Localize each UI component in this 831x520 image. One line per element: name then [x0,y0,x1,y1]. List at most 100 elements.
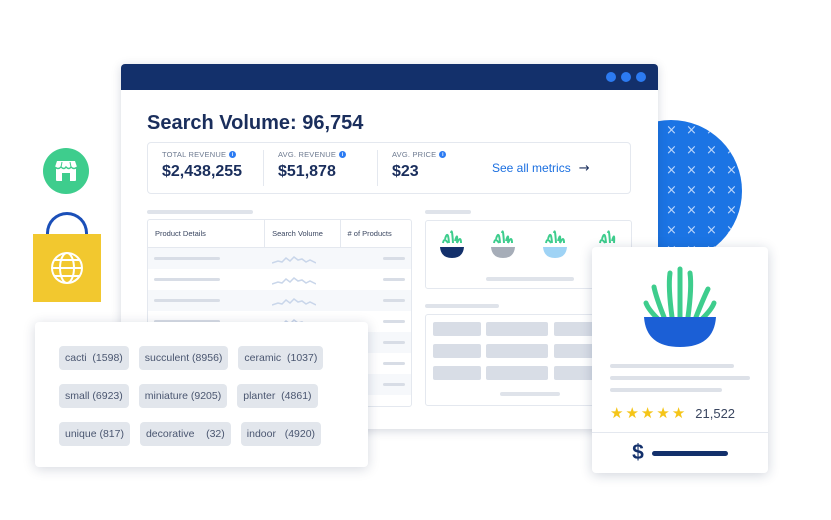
pattern-mark: × [686,163,697,178]
pattern-mark: × [706,163,717,178]
pattern-mark: × [706,123,717,138]
plant-thumbnail[interactable] [599,230,616,244]
window-dot[interactable] [636,72,646,82]
sparkline [272,277,316,285]
window-dot[interactable] [606,72,616,82]
table-row[interactable] [148,269,411,290]
window-titlebar [121,64,658,90]
pattern-mark: × [706,203,717,218]
section-title-placeholder [425,210,471,214]
cell-placeholder [154,257,220,260]
keyword-tag[interactable]: small (6923) [59,384,129,408]
info-icon[interactable]: i [339,151,347,158]
pattern-mark: × [666,183,677,198]
arrow-right-icon: → [578,160,590,176]
metric-avg-price: AVG. PRICE i $23 [378,150,476,186]
metrics-bar: TOTAL REVENUE i $2,438,255 AVG. REVENUE i … [147,142,631,194]
page-title: Search Volume: 96,754 [147,112,364,134]
pattern-mark: × [686,123,697,138]
see-all-label: See all metrics [492,161,571,175]
keyword-tag[interactable]: cacti (1598) [59,346,129,370]
cell-placeholder [154,278,220,281]
pattern-mark: × [666,123,677,138]
column-header-num-products[interactable]: # of Products [347,229,392,238]
pattern-mark: × [726,143,737,158]
star-icon: ★ [671,404,686,422]
sparkline [272,256,316,264]
price-placeholder [651,450,728,456]
pattern-mark: × [666,223,677,238]
pattern-mark: × [726,203,737,218]
see-all-metrics-link[interactable]: See all metrics → [492,161,590,176]
globe-icon [51,252,83,284]
price-row: $ [592,432,768,473]
star-icon: ★ [640,404,655,422]
section-title-placeholder [147,210,253,214]
review-count: 21,522 [695,406,736,421]
pattern-mark: × [706,143,717,158]
star-icon: ★ [610,404,624,422]
dollar-icon: $ [632,441,644,464]
metric-value: $2,438,255 [162,163,243,180]
text-placeholder [610,388,722,392]
table-row[interactable] [148,248,411,269]
plant-thumbnail[interactable] [440,230,464,258]
keyword-tag[interactable]: planter (4861) [237,384,318,408]
pattern-mark: × [666,143,677,158]
plant-thumbnail[interactable] [491,230,515,258]
metric-value: $51,878 [278,163,336,180]
section-title-placeholder [425,304,499,308]
product-card[interactable]: ★ ★ ★ ★ ★ 21,522 $ [592,247,768,473]
plant-thumbnail[interactable] [543,230,567,258]
cell-placeholder [383,278,405,281]
keyword-tag[interactable]: decorative (32) [139,422,231,446]
table-row[interactable] [148,290,411,311]
rating-stars: ★ ★ ★ ★ ★ 21,522 [610,404,736,422]
pattern-mark: × [666,163,677,178]
pattern-mark: × [726,223,737,238]
column-header-search-volume[interactable]: Search Volume [265,220,341,247]
tag-row: unique (817) decorative (32) indoor (492… [59,422,368,446]
pattern-mark: × [706,183,717,198]
cell-placeholder [154,320,220,323]
keyword-tag[interactable]: miniature (9205) [138,384,228,408]
store-icon [43,148,89,194]
table-header: Product Details Search Volume # of Produ… [148,220,411,248]
pattern-mark: × [686,203,697,218]
metric-label: TOTAL REVENUE [162,150,227,159]
sparkline [272,298,316,306]
text-placeholder [610,376,750,380]
keyword-tag[interactable]: ceramic (1037) [238,346,324,370]
tag-row: cacti (1598) succulent (8956) ceramic (1… [59,346,368,370]
keyword-tag[interactable]: unique (817) [59,422,130,446]
star-icon: ★ [656,404,670,422]
info-icon[interactable]: i [229,151,237,158]
cell-placeholder [383,383,405,386]
metric-total-revenue: TOTAL REVENUE i $2,438,255 [148,150,264,186]
tag-row: small (6923) miniature (9205) planter (4… [59,384,368,408]
window-dot[interactable] [621,72,631,82]
pattern-mark: × [686,183,697,198]
pattern-mark: × [726,163,737,178]
keyword-tag[interactable]: indoor (4920) [240,422,322,446]
metric-label: AVG. REVENUE [278,150,337,159]
keyword-tags-card: cacti (1598) succulent (8956) ceramic (1… [35,322,368,467]
pattern-mark: × [686,143,697,158]
shopping-bag-icon [33,212,101,302]
metric-avg-revenue: AVG. REVENUE i $51,878 [264,150,378,186]
cell-placeholder [383,341,405,344]
info-icon[interactable]: i [439,151,447,158]
plant-image [643,266,717,347]
text-placeholder [610,364,734,368]
metric-label: AVG. PRICE [392,150,437,159]
metric-value: $23 [392,163,419,180]
pattern-mark: × [666,203,677,218]
keyword-tag[interactable]: succulent (8956) [138,346,229,370]
pattern-mark: × [706,223,717,238]
column-header-product-details[interactable]: Product Details [148,220,266,247]
cell-placeholder [154,299,220,302]
cell-placeholder [383,320,405,323]
pattern-mark: × [686,223,697,238]
pattern-mark: × [726,123,737,138]
cell-placeholder [383,362,405,365]
